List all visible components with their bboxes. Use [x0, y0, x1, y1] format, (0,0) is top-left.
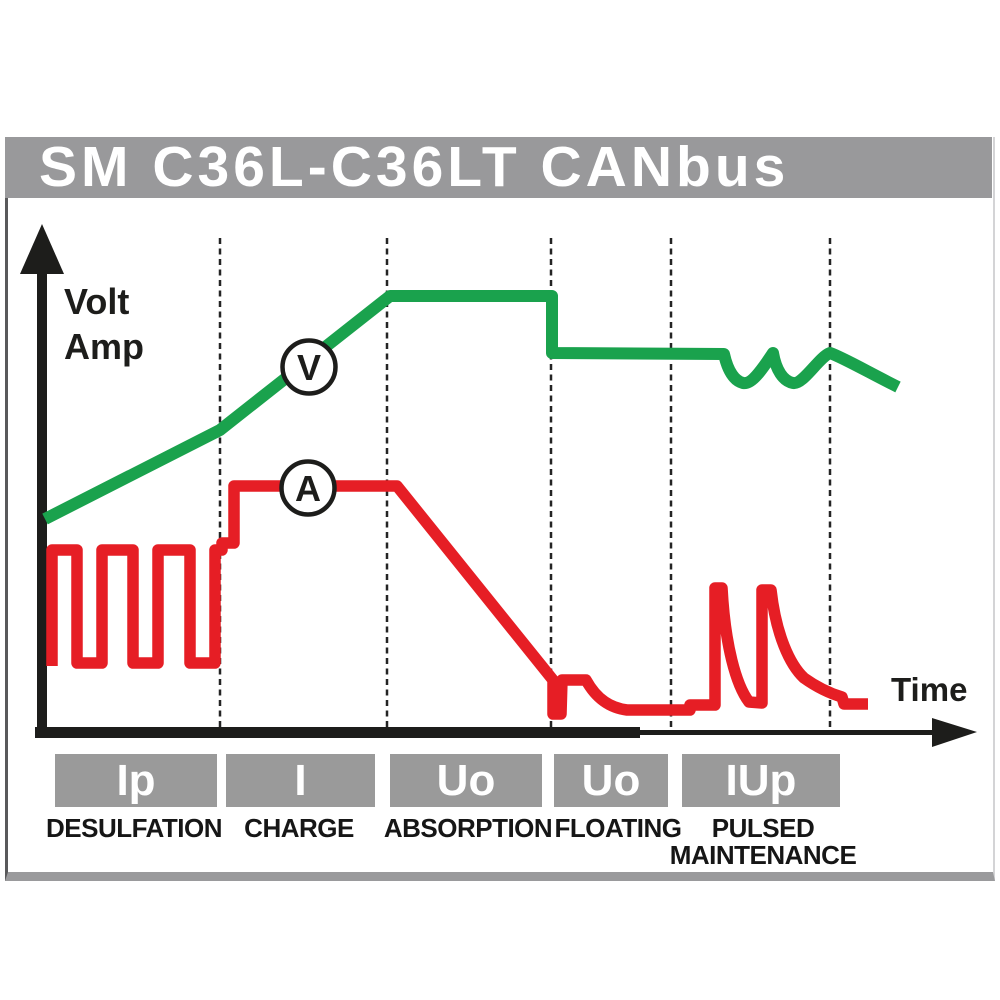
y-axis-line	[37, 266, 47, 737]
page-title: SM C36L-C36LT CANbus	[39, 135, 790, 199]
phase-symbol-ip: Ip	[116, 755, 156, 805]
voltage-curve	[42, 290, 901, 525]
voltage-marker-letter: V	[296, 347, 321, 388]
phase-name-desulfation: DESULFATION	[45, 813, 223, 843]
phase-box-uo2: Uo	[554, 754, 668, 807]
x-axis-line-thick	[35, 727, 640, 738]
current-curve	[46, 480, 868, 720]
current-marker-letter: A	[295, 468, 321, 509]
phase-box-uo1: Uo	[390, 754, 542, 807]
phase-symbol-uo1: Uo	[436, 755, 496, 805]
phase-name-charge: CHARGE	[244, 813, 354, 843]
phase-box-iup: IUp	[682, 754, 840, 807]
phase-symbol-i: I	[294, 755, 307, 805]
phase-name-floating: FLOATING	[554, 813, 682, 843]
phase-symbol-uo2: Uo	[581, 755, 641, 805]
title-banner: SM C36L-C36LT CANbus	[5, 137, 992, 198]
phase-name-pulsed-maintenance: PULSED MAINTENANCE	[669, 813, 857, 870]
phase-box-ip: Ip	[55, 754, 217, 807]
x-axis-label: Time	[891, 671, 968, 708]
phase-name-absorption: ABSORPTION	[383, 813, 553, 843]
voltage-marker-circle	[280, 338, 338, 396]
x-axis-line-thin	[640, 730, 934, 735]
x-axis-arrowhead-icon	[932, 718, 977, 747]
phase-box-i: I	[226, 754, 375, 807]
y-axis-label-volt: Volt	[64, 281, 130, 322]
current-marker-circle	[279, 459, 337, 517]
y-axis-label: Volt Amp	[64, 279, 144, 369]
y-axis-arrowhead-icon	[20, 224, 64, 274]
y-axis-label-amp: Amp	[64, 326, 144, 367]
phase-symbol-iup: IUp	[725, 755, 797, 805]
